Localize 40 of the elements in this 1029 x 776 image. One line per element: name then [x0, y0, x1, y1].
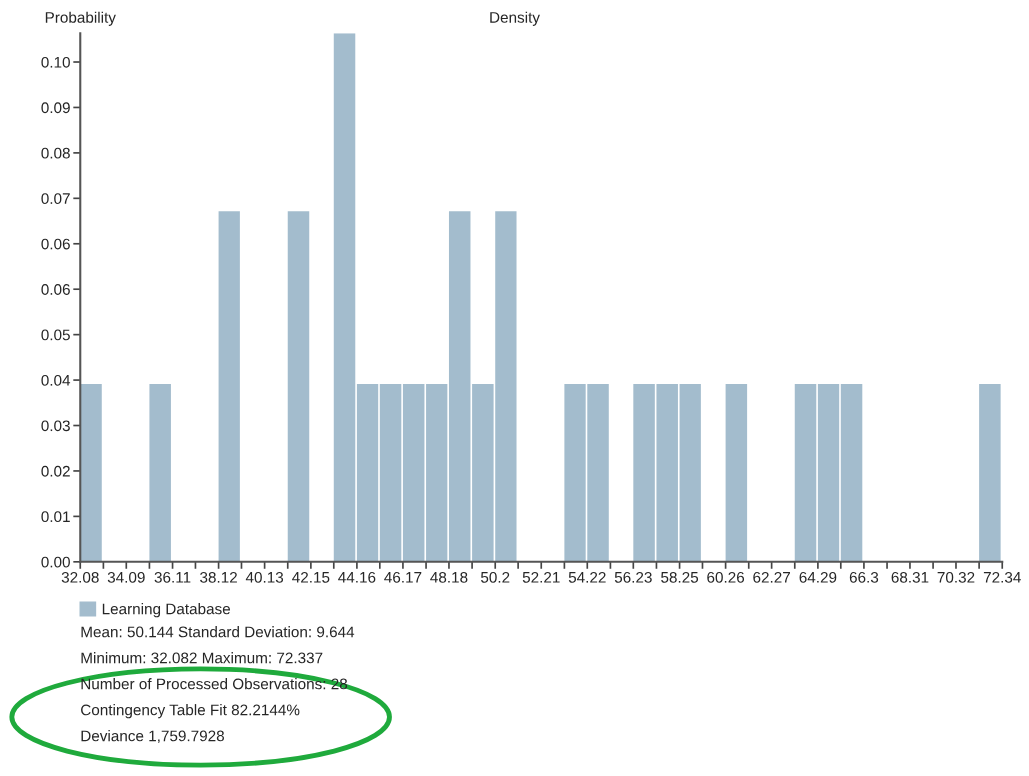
x-tick-label: 66.3 [849, 571, 879, 583]
x-tick-label: 44.16 [338, 571, 376, 583]
x-tick-label: 46.17 [384, 571, 422, 583]
x-tick-label: 42.15 [292, 571, 330, 583]
text: Deviance 1,759.7928 [81, 730, 224, 744]
x-tick-label: 36.11 [154, 571, 191, 583]
x-tick-label: 48.18 [430, 571, 468, 583]
text: Mean: 50.144 Standard Deviation: 9.644 [81, 626, 355, 638]
x-tick-label: 64.29 [799, 571, 837, 583]
y-tick-label: 0.09 [41, 102, 70, 114]
legend-label: Learning Database [102, 603, 231, 618]
x-tick-label: 70.32 [937, 571, 975, 583]
y-tick-label: 0.04 [41, 374, 71, 386]
y-tick-label: 0.00 [41, 556, 70, 568]
x-tick-label: 34.09 [107, 571, 145, 583]
y-tick-label: 0.01 [41, 511, 70, 523]
y-tick-label: 0.05 [41, 329, 70, 341]
y-tick-label: 0.03 [41, 420, 70, 432]
x-tick-label: 56.23 [614, 571, 652, 583]
x-tick-label: 60.26 [707, 571, 745, 583]
text: Contingency Table Fit 82.2144% [81, 704, 300, 719]
x-tick-label: 50.2 [480, 571, 510, 583]
x-tick-label: 62.27 [753, 571, 790, 583]
text: Minimum: 32.082 Maximum: 72.337 [81, 652, 323, 664]
x-tick-label: 72.34 [983, 571, 1021, 583]
x-tick-label: 58.25 [661, 571, 699, 583]
y-tick-label: 0.06 [41, 238, 70, 250]
y-tick-label: 0.06 [41, 284, 70, 295]
x-tick-label: 38.12 [200, 571, 237, 583]
y-tick-label: 0.08 [41, 147, 70, 159]
y-tick-label: 0.10 [41, 56, 70, 68]
x-tick-label: 68.31 [891, 571, 929, 583]
x-tick-label: 32.08 [61, 571, 99, 583]
x-tick-label: 54.22 [568, 571, 606, 583]
y-axis-title: Probability [45, 11, 116, 26]
y-tick-label: 0.07 [41, 193, 70, 205]
x-tick-label: 40.13 [245, 571, 284, 583]
chart-title: Density [490, 11, 540, 26]
y-tick-label: 0.02 [41, 465, 70, 477]
x-tick-label: 52.21 [522, 571, 560, 583]
